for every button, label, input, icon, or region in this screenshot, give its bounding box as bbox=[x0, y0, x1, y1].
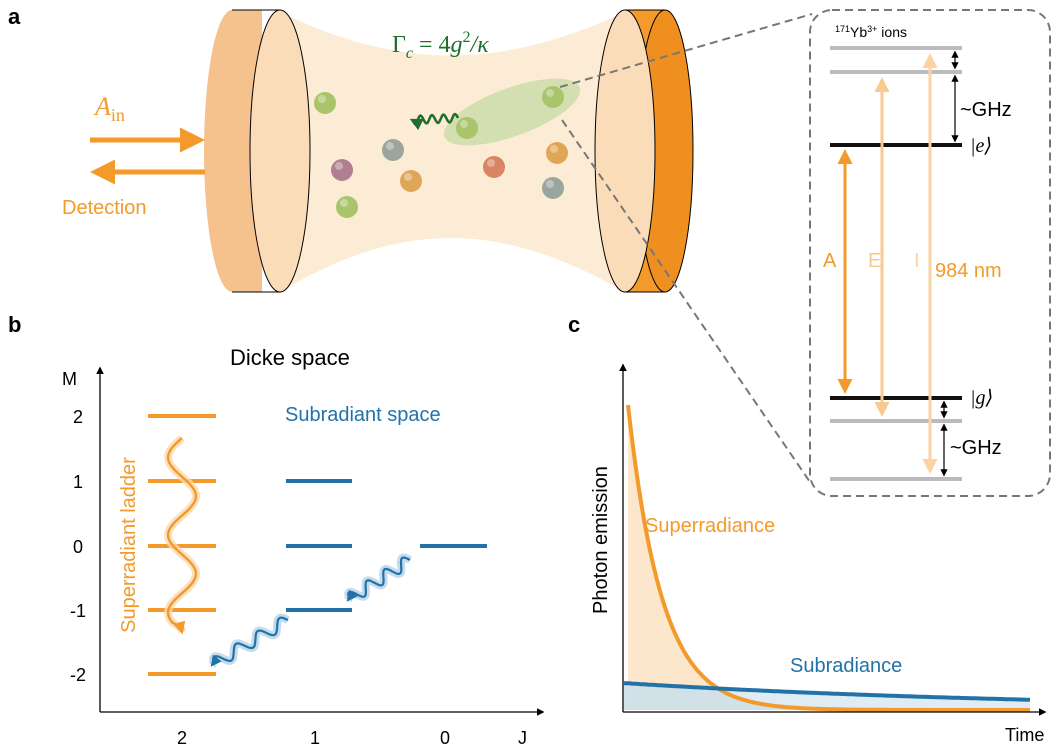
state-label: |e⟩ bbox=[970, 135, 992, 157]
superradiant-label: Superradiant ladder bbox=[118, 457, 140, 633]
charge: 3+ bbox=[867, 24, 877, 34]
g: g bbox=[451, 32, 463, 58]
detection-label: Detection bbox=[62, 197, 147, 219]
sub: c bbox=[406, 45, 413, 62]
m-label: -2 bbox=[70, 665, 86, 685]
atom-shine bbox=[487, 159, 495, 167]
y-axis-label: M bbox=[62, 369, 77, 389]
atom bbox=[542, 177, 564, 199]
atom-shine bbox=[546, 180, 554, 188]
j-label: 2 bbox=[177, 728, 187, 747]
atom-shine bbox=[335, 162, 343, 170]
atom bbox=[546, 142, 568, 164]
symbol: A bbox=[93, 92, 111, 121]
rate-label: Γc = 4g2/κ bbox=[392, 29, 489, 62]
atom bbox=[483, 156, 505, 178]
atom bbox=[336, 196, 358, 218]
subradiant-label: Subradiant space bbox=[285, 404, 441, 426]
m-label: -1 bbox=[70, 601, 86, 621]
sub-label: Subradiance bbox=[790, 655, 902, 677]
wavelength-label: 984 nm bbox=[935, 260, 1002, 282]
atom-shine bbox=[460, 120, 468, 128]
panel-label: a bbox=[8, 4, 21, 29]
m-label: 2 bbox=[73, 407, 83, 427]
mirror-front bbox=[595, 10, 655, 292]
state-label: |g⟩ bbox=[970, 387, 993, 409]
j-label: 1 bbox=[310, 728, 320, 747]
mass: 171 bbox=[835, 24, 850, 34]
rest: /κ bbox=[469, 32, 490, 58]
m-label: 1 bbox=[73, 472, 83, 492]
gamma: Γ bbox=[392, 32, 406, 58]
subscript: in bbox=[111, 105, 125, 125]
atom-shine bbox=[550, 145, 558, 153]
atom bbox=[542, 86, 564, 108]
splitting-label: ~GHz bbox=[960, 99, 1012, 121]
decay-wave bbox=[212, 618, 288, 665]
atom-shine bbox=[386, 142, 394, 150]
atom-shine bbox=[404, 173, 412, 181]
input-label: Ain bbox=[93, 92, 125, 125]
ion: Yb bbox=[850, 24, 867, 40]
atom bbox=[314, 92, 336, 114]
atom bbox=[331, 159, 353, 181]
atom bbox=[382, 139, 404, 161]
transition-label: A bbox=[823, 250, 837, 272]
ladder-wave bbox=[168, 438, 196, 632]
m-label: 0 bbox=[73, 537, 83, 557]
figure: a Ain Detection Γc = 4g2/κ 171Yb3+ ions … bbox=[0, 0, 1057, 747]
atom-shine bbox=[318, 95, 326, 103]
exp: 2 bbox=[463, 29, 471, 46]
atom-shine bbox=[546, 89, 554, 97]
super-label: Superradiance bbox=[645, 515, 775, 537]
transition-label: I bbox=[914, 250, 920, 272]
atom-shine bbox=[340, 199, 348, 207]
suffix: ions bbox=[877, 24, 907, 40]
x-axis-label: J bbox=[518, 728, 527, 747]
atom bbox=[400, 170, 422, 192]
splitting-label: ~GHz bbox=[950, 437, 1002, 459]
panel-label: c bbox=[568, 312, 580, 337]
panel-title: Dicke space bbox=[230, 345, 350, 370]
x-axis-label: Time bbox=[1005, 725, 1044, 745]
transition-label: E bbox=[868, 250, 881, 272]
decay-wave bbox=[348, 558, 410, 601]
panel-label: b bbox=[8, 312, 21, 337]
j-label: 0 bbox=[440, 728, 450, 747]
eq: = 4 bbox=[413, 32, 451, 58]
y-axis-label: Photon emission bbox=[590, 466, 612, 614]
atom bbox=[456, 117, 478, 139]
mirror-front bbox=[250, 10, 310, 292]
